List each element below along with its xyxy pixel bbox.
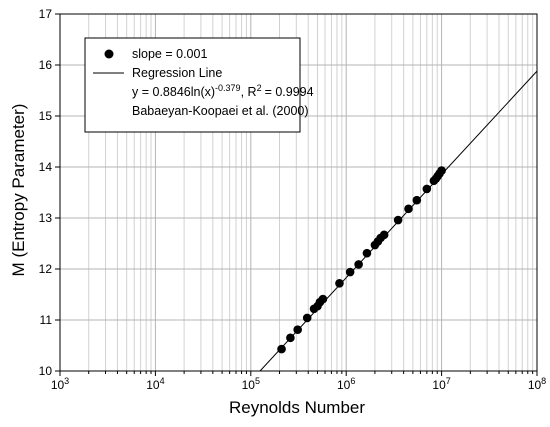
equation-r-exponent: 2 xyxy=(257,83,262,93)
legend-equation: y = 0.8846ln(x)-0.379, R2 = 0.9994 xyxy=(132,83,314,99)
y-tick-label: 13 xyxy=(39,211,53,225)
data-point xyxy=(362,248,372,258)
legend-citation: Babaeyan-Koopaei et al. (2000) xyxy=(132,104,309,118)
data-point xyxy=(345,267,355,277)
y-tick-label: 11 xyxy=(40,313,53,327)
x-tick-label: 107 xyxy=(432,376,450,392)
y-tick-label: 17 xyxy=(39,7,53,21)
y-tick-label: 15 xyxy=(39,109,53,123)
x-tick-label: 106 xyxy=(337,376,355,392)
y-tick-label: 12 xyxy=(39,262,53,276)
x-tick-exponent: 7 xyxy=(446,376,451,386)
x-tick-exponent: 4 xyxy=(160,376,165,386)
x-tick-label: 105 xyxy=(242,376,260,392)
x-tick-exponent: 3 xyxy=(64,376,69,386)
equation-exponent: -0.379 xyxy=(215,83,241,93)
data-point xyxy=(335,278,344,288)
legend-label-regression: Regression Line xyxy=(132,66,222,80)
data-point xyxy=(293,325,302,334)
legend-label-series: slope = 0.001 xyxy=(132,47,207,61)
x-tick-base: 10 xyxy=(528,378,542,392)
x-tick-exponent: 6 xyxy=(350,376,355,386)
y-axis-title: M (Entropy Parameter) xyxy=(9,104,28,277)
data-point xyxy=(302,313,312,323)
data-point xyxy=(412,195,422,205)
x-tick-base: 10 xyxy=(146,378,160,392)
data-point xyxy=(354,260,363,269)
x-tick-label: 103 xyxy=(51,376,69,392)
x-tick-label: 104 xyxy=(146,376,164,392)
x-tick-base: 10 xyxy=(337,378,351,392)
data-point xyxy=(437,166,446,175)
x-tick-exponent: 8 xyxy=(541,376,546,386)
data-point xyxy=(277,344,286,354)
x-tick-base: 10 xyxy=(51,378,65,392)
data-point xyxy=(318,294,328,304)
legend-marker-dot xyxy=(104,49,114,59)
equation-r-value: = 0.9994 xyxy=(265,85,314,99)
x-axis-title: Reynolds Number xyxy=(229,398,365,417)
y-tick-label: 10 xyxy=(39,364,53,378)
data-point xyxy=(379,230,389,240)
x-tick-base: 10 xyxy=(242,378,256,392)
y-tick-label: 14 xyxy=(39,160,53,174)
legend: slope = 0.001 Regression Line y = 0.8846… xyxy=(84,37,314,133)
y-tick-label: 16 xyxy=(39,58,53,72)
data-points-layer xyxy=(277,166,446,354)
x-tick-label: 108 xyxy=(528,376,546,392)
data-point xyxy=(422,184,432,194)
x-tick-exponent: 5 xyxy=(255,376,260,386)
data-point xyxy=(393,215,403,225)
plot-area xyxy=(59,13,538,372)
equation-r-label: , R xyxy=(241,85,257,99)
data-point xyxy=(286,333,295,343)
legend-box xyxy=(84,37,301,133)
data-point xyxy=(404,204,413,214)
equation-text: y = 0.8846ln(x) xyxy=(132,85,215,99)
x-tick-base: 10 xyxy=(432,378,446,392)
